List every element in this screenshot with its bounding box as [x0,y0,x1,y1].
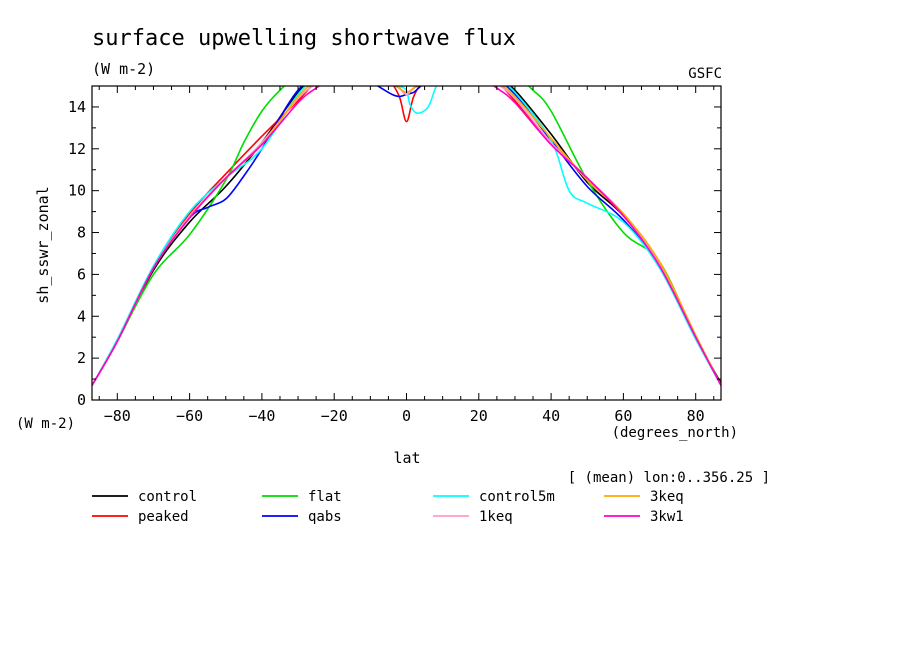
chart-title: surface upwelling shortwave flux [92,26,516,51]
series-line-peaked [92,86,721,386]
x-tick-label: 0 [402,407,411,425]
plot-frame [91,85,722,401]
y-tick-label: 10 [68,182,86,200]
legend-label-peaked: peaked [138,509,189,525]
y-axis-ticks: 0 2 4 6 8 10 12 14 [68,85,721,409]
y-tick-label: 4 [77,307,86,325]
series-line-1keq [92,86,721,386]
legend-label-1keq: 1keq [479,509,513,525]
x-units-label: (degrees_north) [612,425,738,441]
x-tick-label: −60 [176,407,203,425]
y-tick-label: 14 [68,98,86,116]
y-tick-label: 8 [77,224,86,242]
plot-lines [92,86,721,386]
y-units-label: (W m-2) [16,416,75,432]
x-axis-ticks: −80 −60 −40 −20 0 20 40 60 80 [98,86,715,425]
legend-label-control: control [138,489,197,505]
legend-label-control5m: control5m [479,489,555,505]
x-tick-label: −80 [104,407,131,425]
y-tick-label: 0 [77,391,86,409]
legend-label-3keq: 3keq [650,489,684,505]
x-axis-label: lat [393,449,420,467]
chart-units: (W m-2) [92,60,155,78]
x-tick-label: −20 [321,407,348,425]
series-line-control [92,86,721,386]
y-tick-label: 2 [77,349,86,367]
x-tick-label: −40 [248,407,275,425]
legend-label-3kw1: 3kw1 [650,509,684,525]
y-axis-label: sh_sswr_zonal [34,186,52,303]
series-line-3kw1 [92,86,721,386]
mean-note: [ (mean) lon:0..356.25 ] [568,470,770,486]
x-tick-label: 80 [687,407,705,425]
legend-label-qabs: qabs [308,509,342,525]
y-tick-label: 6 [77,265,86,283]
series-line-3keq [92,86,721,386]
x-tick-label: 40 [542,407,560,425]
x-tick-label: 60 [614,407,632,425]
institution-label: GSFC [688,66,722,82]
legend-label-flat: flat [308,489,342,505]
series-line-flat [92,86,721,386]
legend: control peaked flat qabs control5m 1keq 3keq 3k… [92,489,684,525]
x-tick-label: 20 [470,407,488,425]
y-tick-label: 12 [68,140,86,158]
series-line-qabs [92,86,721,386]
series-line-control5m [92,86,721,386]
